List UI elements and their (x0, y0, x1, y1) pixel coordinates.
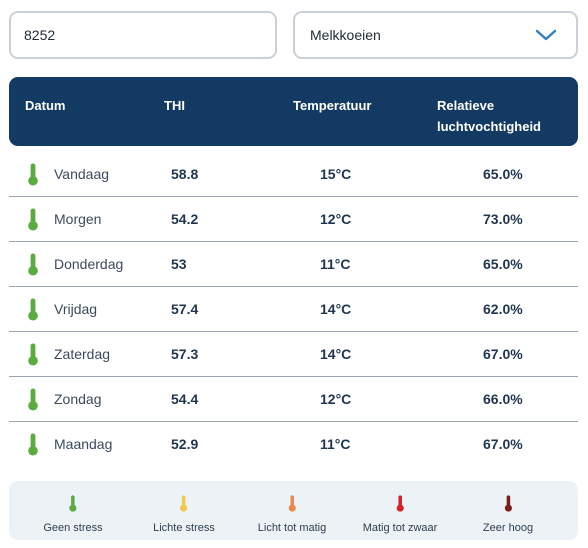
row-thi: 57.4 (171, 301, 199, 317)
row-thi: 54.2 (171, 211, 199, 227)
row-temperature: 12°C (320, 391, 352, 407)
row-day: Zondag (54, 391, 102, 407)
thermometer-icon (483, 495, 533, 512)
thermometer-icon (27, 388, 39, 411)
legend-label: Matig tot zwaar (362, 522, 438, 534)
row-day: Zaterdag (54, 346, 111, 362)
thermometer-icon (27, 253, 39, 276)
stress-legend: Geen stress Lichte stress Licht tot mati… (9, 481, 578, 540)
row-day: Maandag (54, 436, 113, 452)
row-day: Vandaag (54, 166, 110, 182)
legend-label: Zeer hoog (482, 522, 534, 534)
row-thi: 58.8 (171, 166, 199, 182)
thermometer-icon (258, 495, 326, 512)
header-thi: THI (164, 98, 185, 113)
table-row: Zaterdag 57.3 14°C 67.0% (9, 332, 578, 377)
table-row: Donderdag 53 11°C 65.0% (9, 242, 578, 287)
row-temperature: 14°C (320, 346, 352, 362)
header-humidity-line2: luchtvochtigheid (437, 119, 541, 134)
legend-item-lichte-stress: Lichte stress (153, 495, 215, 536)
thermometer-icon (27, 433, 39, 456)
row-temperature: 12°C (320, 211, 352, 227)
forecast-table-body: Vandaag 58.8 15°C 65.0% Morgen 54.2 12°C… (9, 152, 578, 467)
thermometer-icon (43, 495, 102, 512)
row-humidity: 65.0% (483, 166, 523, 182)
header-date: Datum (25, 98, 66, 113)
thermometer-icon (27, 208, 39, 231)
animal-type-select[interactable]: Melkkoeien (293, 11, 578, 59)
table-row: Morgen 54.2 12°C 73.0% (9, 197, 578, 242)
row-humidity: 73.0% (483, 211, 523, 227)
thermometer-icon (363, 495, 438, 512)
thermometer-icon (27, 163, 39, 186)
legend-item-zeer-hoog: Zeer hoog (483, 495, 533, 536)
row-humidity: 66.0% (483, 391, 523, 407)
header-humidity: Relatieve luchtvochtigheid (437, 95, 567, 137)
chevron-down-icon (534, 23, 558, 47)
postcode-input[interactable] (24, 27, 275, 43)
header-temperature: Temperatuur (293, 98, 372, 113)
row-day: Vrijdag (54, 301, 98, 317)
row-thi: 53 (171, 256, 187, 272)
table-row: Vrijdag 57.4 14°C 62.0% (9, 287, 578, 332)
row-thi: 57.3 (171, 346, 199, 362)
row-day: Donderdag (54, 256, 124, 272)
postcode-input-box[interactable] (9, 11, 277, 59)
table-header: Datum THI Temperatuur Relatieve luchtvoc… (9, 77, 578, 146)
table-row: Maandag 52.9 11°C 67.0% (9, 422, 578, 467)
table-row: Vandaag 58.8 15°C 65.0% (9, 152, 578, 197)
row-temperature: 11°C (320, 256, 351, 272)
row-temperature: 15°C (320, 166, 352, 182)
thermometer-icon (27, 343, 39, 366)
thermometer-icon (153, 495, 215, 512)
row-day: Morgen (54, 211, 102, 227)
row-humidity: 67.0% (483, 346, 523, 362)
row-temperature: 11°C (320, 436, 351, 452)
animal-type-selected: Melkkoeien (310, 27, 381, 43)
thermometer-icon (27, 298, 39, 321)
row-humidity: 67.0% (483, 436, 523, 452)
header-humidity-line1: Relatieve (437, 98, 495, 113)
legend-label: Geen stress (43, 522, 103, 534)
table-row: Zondag 54.4 12°C 66.0% (9, 377, 578, 422)
legend-label: Licht tot matig (257, 522, 327, 534)
row-thi: 54.4 (171, 391, 199, 407)
legend-item-matig-tot-zwaar: Matig tot zwaar (362, 495, 438, 536)
row-humidity: 62.0% (483, 301, 523, 317)
legend-item-geen-stress: Geen stress (43, 495, 103, 536)
legend-label: Lichte stress (153, 522, 215, 534)
row-temperature: 14°C (320, 301, 352, 317)
row-humidity: 65.0% (483, 256, 523, 272)
legend-item-licht-tot-matig: Licht tot matig (258, 495, 326, 536)
row-thi: 52.9 (171, 436, 199, 452)
